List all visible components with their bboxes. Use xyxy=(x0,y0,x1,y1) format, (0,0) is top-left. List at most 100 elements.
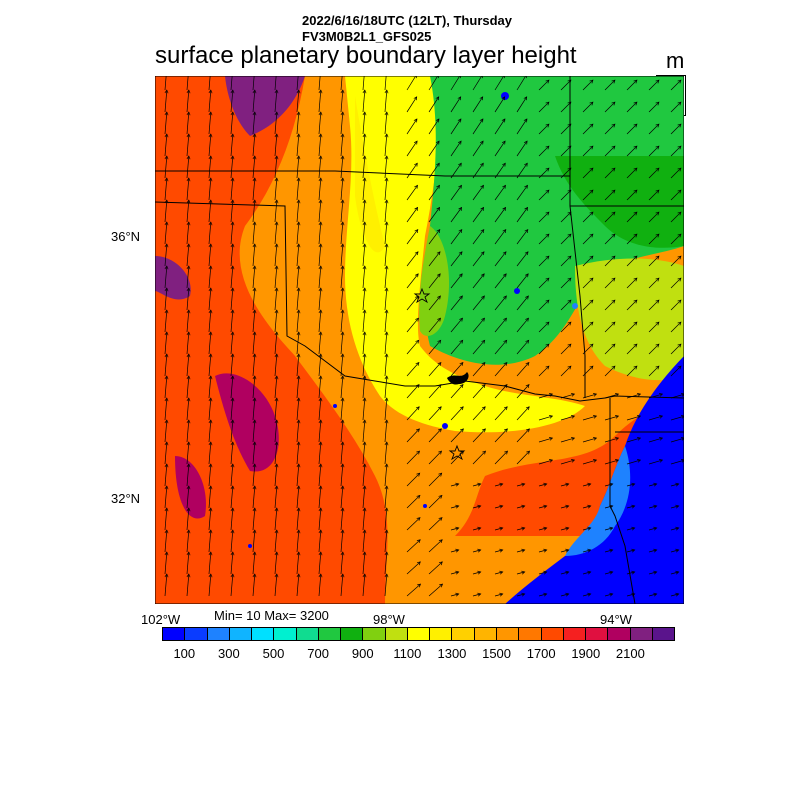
wind-arrow-head xyxy=(296,419,301,424)
wind-arrow-head xyxy=(340,199,345,204)
wind-arrow-head xyxy=(501,76,505,79)
wind-arrow-head xyxy=(296,353,301,358)
wind-arrow xyxy=(560,593,569,597)
wind-arrow-head xyxy=(252,551,257,556)
wind-arrow xyxy=(626,101,638,113)
wind-arrow xyxy=(362,266,366,289)
wind-arrow-head xyxy=(384,485,389,490)
wind-arrow-head xyxy=(633,233,638,238)
wind-arrow xyxy=(472,295,485,311)
wind-arrow xyxy=(428,362,442,377)
wind-arrow xyxy=(648,101,660,113)
wind-arrow-head xyxy=(455,504,460,509)
wind-arrow xyxy=(340,442,344,465)
wind-arrow-head xyxy=(230,177,235,182)
wind-arrow xyxy=(362,574,366,597)
wind-arrow-head xyxy=(633,321,638,326)
wind-arrow-head xyxy=(340,177,345,182)
wind-arrow xyxy=(186,530,190,553)
wind-arrow-head xyxy=(545,299,550,304)
wind-arrow-head xyxy=(296,463,301,468)
wind-arrow xyxy=(648,343,660,355)
wind-arrow-head xyxy=(164,89,169,94)
wind-arrow xyxy=(230,574,234,597)
wind-arrow-head xyxy=(296,177,301,182)
wind-arrow-head xyxy=(252,221,257,226)
wind-arrow-head xyxy=(362,89,367,94)
wind-arrow xyxy=(450,593,459,597)
wind-arrow xyxy=(582,415,597,421)
wind-arrow-head xyxy=(186,177,191,182)
wind-arrow-head xyxy=(611,123,616,128)
wind-arrow xyxy=(406,539,421,553)
wind-arrow-head xyxy=(230,331,235,336)
wind-arrow-head xyxy=(499,570,504,575)
wind-arrow-head xyxy=(438,561,443,566)
wind-arrow-head xyxy=(296,199,301,204)
wind-arrow xyxy=(296,420,300,443)
wind-arrow-head xyxy=(384,463,389,468)
wind-arrow-head xyxy=(208,375,213,380)
wind-arrow xyxy=(406,362,420,377)
wind-arrow xyxy=(208,530,212,553)
wind-arrow-head xyxy=(296,265,301,270)
wind-arrow-head xyxy=(340,243,345,248)
wind-arrow-head xyxy=(186,89,191,94)
wind-arrow-head xyxy=(455,592,460,597)
wind-arrow xyxy=(384,332,388,355)
wind-arrow-head xyxy=(164,397,169,402)
wind-arrow xyxy=(274,420,278,443)
wind-arrow-head xyxy=(677,167,682,172)
wind-arrow xyxy=(340,574,344,597)
colorbar-swatch xyxy=(229,628,253,640)
wind-arrow-head xyxy=(435,76,439,79)
wind-arrow xyxy=(274,508,278,531)
wind-arrow-head xyxy=(525,361,530,366)
wind-arrow xyxy=(274,442,278,465)
wind-arrow xyxy=(626,505,635,509)
wind-arrow xyxy=(648,437,663,443)
wind-arrow-head xyxy=(230,287,235,292)
map-title: surface planetary boundary layer height xyxy=(155,42,577,69)
wind-arrow-head xyxy=(681,459,684,463)
wind-arrow xyxy=(406,495,421,509)
wind-arrow-head xyxy=(164,419,169,424)
wind-arrow xyxy=(384,178,388,201)
colorbar-label: 1900 xyxy=(571,646,601,661)
wind-arrow-head xyxy=(164,221,169,226)
wind-arrow-head xyxy=(296,485,301,490)
wind-arrow-head xyxy=(677,189,682,194)
wind-arrow-head xyxy=(525,295,529,300)
wind-arrow-head xyxy=(186,111,191,116)
wind-arrow-head xyxy=(208,573,213,578)
colorbar-swatch xyxy=(586,628,609,640)
wind-arrow-head xyxy=(296,507,301,512)
wind-arrow xyxy=(472,185,484,201)
wind-arrow xyxy=(560,321,572,333)
wind-arrow-head xyxy=(659,415,664,419)
wind-arrow xyxy=(274,112,278,135)
wind-arrow xyxy=(428,229,441,245)
wind-arrow-head xyxy=(545,321,550,326)
wind-arrow-head xyxy=(296,89,301,94)
wind-arrow-head xyxy=(565,570,570,575)
wind-arrow-head xyxy=(655,101,660,106)
wind-arrow xyxy=(208,222,212,245)
wind-arrow-head xyxy=(589,145,594,150)
wind-arrow-head xyxy=(438,517,443,521)
wind-arrow xyxy=(538,277,550,289)
wind-arrow xyxy=(208,354,212,377)
wind-arrow xyxy=(340,420,344,443)
wind-arrow-head xyxy=(436,228,441,234)
wind-arrow-head xyxy=(549,415,554,419)
wind-arrow xyxy=(626,527,635,531)
wind-arrow-head xyxy=(439,583,444,588)
wind-arrow xyxy=(230,530,234,553)
wind-arrow xyxy=(296,530,300,553)
wind-arrow xyxy=(384,552,388,575)
wind-arrow xyxy=(318,222,322,245)
wind-arrow xyxy=(472,593,481,597)
wind-arrow xyxy=(406,76,417,91)
wind-arrow xyxy=(538,393,553,399)
wind-arrow-head xyxy=(589,167,594,172)
